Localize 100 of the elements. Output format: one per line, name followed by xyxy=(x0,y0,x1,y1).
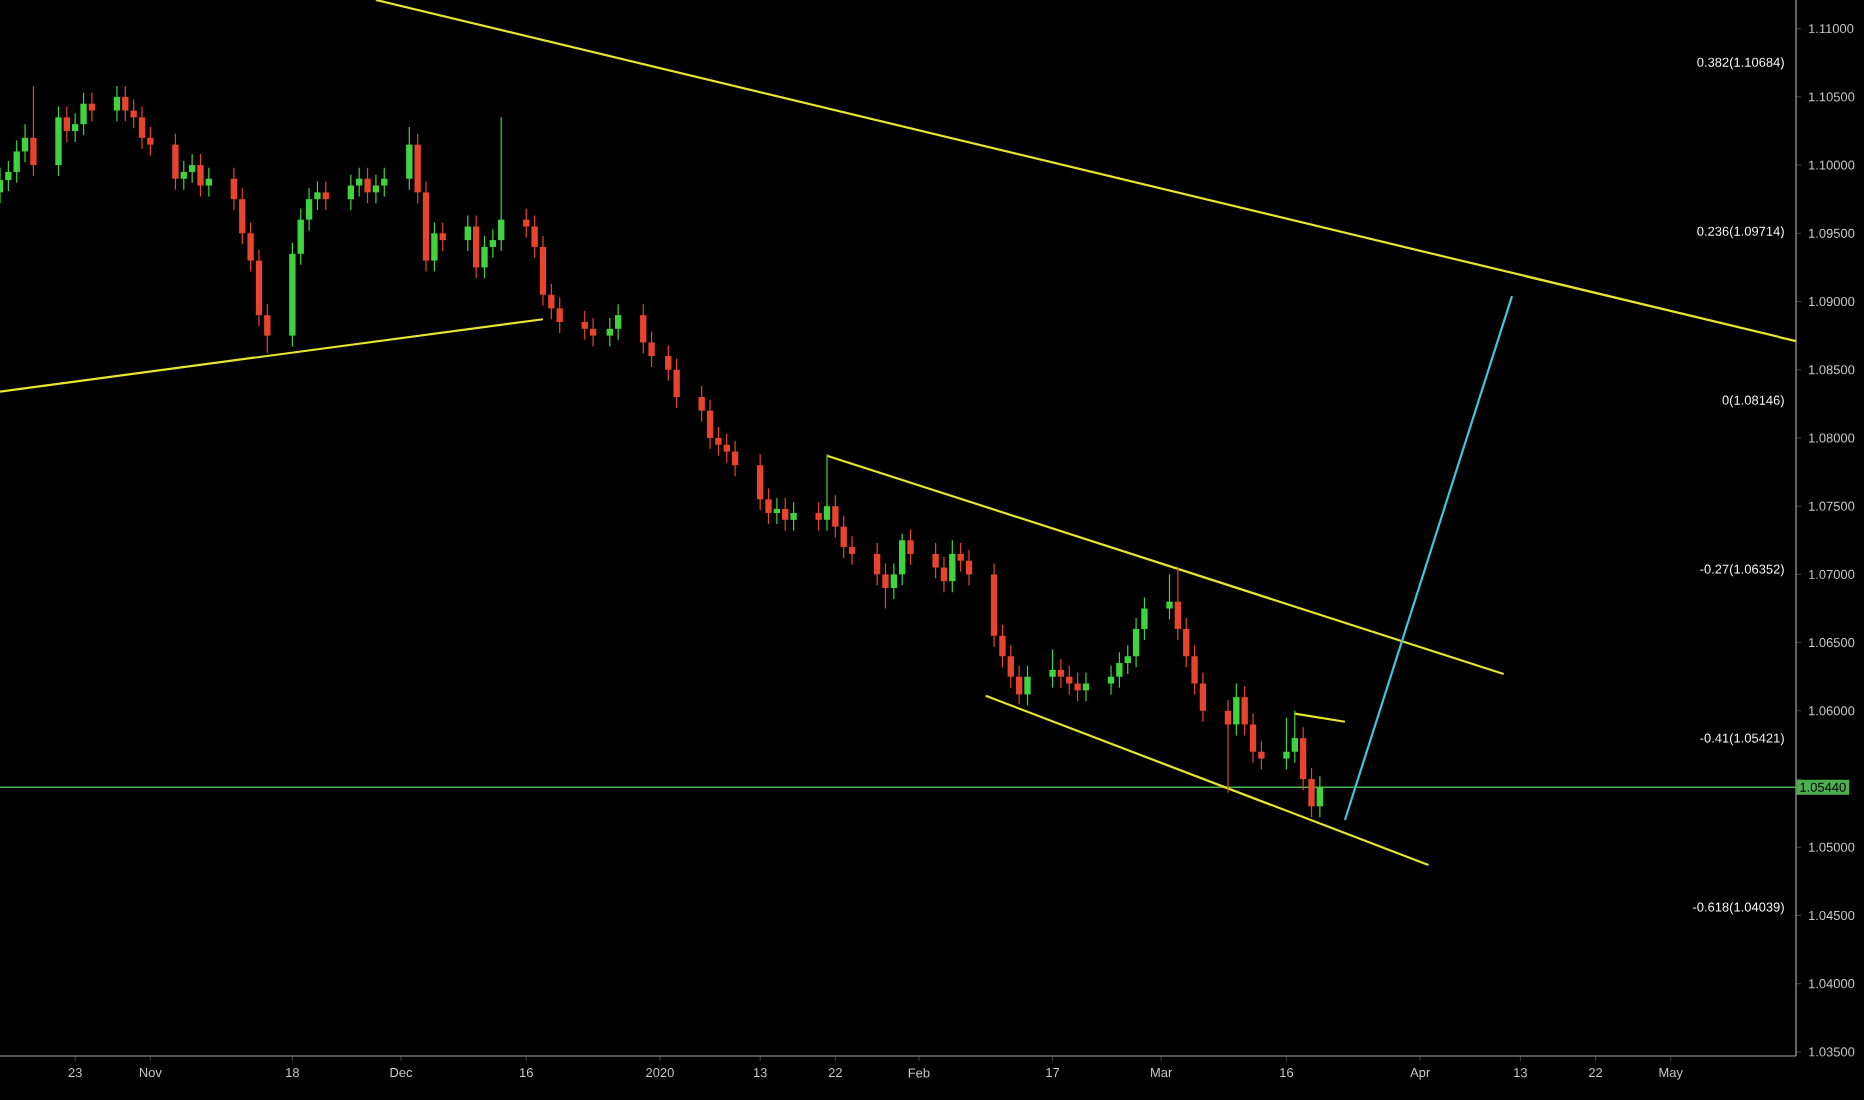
candlestick xyxy=(489,228,497,259)
candlestick xyxy=(723,433,730,464)
candlestick xyxy=(1258,740,1265,771)
candlestick xyxy=(1299,726,1307,791)
candlestick xyxy=(205,167,213,198)
candlestick xyxy=(322,180,329,211)
candlestick xyxy=(1024,665,1031,706)
candlestick xyxy=(1283,717,1290,771)
candlestick xyxy=(297,208,304,266)
candlestick xyxy=(264,303,271,354)
candlestick xyxy=(965,549,973,586)
candlestick xyxy=(122,85,129,123)
candlestick xyxy=(949,539,956,593)
candlestick xyxy=(1233,682,1240,736)
candlestick xyxy=(1316,775,1324,818)
candlestick xyxy=(55,105,62,177)
candlestick xyxy=(1074,672,1081,702)
candlestick xyxy=(832,494,839,539)
candlestick xyxy=(548,283,555,320)
candlestick xyxy=(1224,699,1232,794)
candlestick xyxy=(815,501,822,532)
candlestick xyxy=(180,160,187,191)
candlestick xyxy=(840,515,847,559)
candlestick xyxy=(1249,712,1257,764)
candlestick xyxy=(1191,644,1198,696)
candlestick xyxy=(431,221,438,273)
candlestick xyxy=(589,317,597,348)
candlestick xyxy=(1291,710,1298,764)
candlestick xyxy=(130,98,137,129)
candlestick xyxy=(614,303,622,341)
candlestick xyxy=(138,105,146,150)
candlestick xyxy=(439,221,446,252)
candlestick xyxy=(940,556,948,593)
candlestick xyxy=(481,235,488,279)
candlestick xyxy=(1166,573,1173,621)
candlestick xyxy=(5,160,12,192)
candlestick xyxy=(188,153,196,184)
candlestick xyxy=(648,330,655,368)
candlestick xyxy=(1199,672,1207,723)
candlestick xyxy=(305,187,313,232)
candlestick xyxy=(823,453,831,532)
candlestick xyxy=(765,487,772,525)
candlestick xyxy=(1007,644,1014,689)
candlestick xyxy=(239,187,246,245)
candlestick xyxy=(113,85,121,123)
candlestick xyxy=(172,133,179,191)
candlestick xyxy=(1132,617,1140,668)
candlestick xyxy=(381,167,388,198)
candlestick xyxy=(21,123,29,163)
candlestick xyxy=(581,310,588,341)
candlestick xyxy=(1015,665,1023,705)
candlestick xyxy=(706,399,714,450)
candlestick xyxy=(147,126,154,157)
candlestick xyxy=(197,153,204,198)
candlestick xyxy=(899,532,906,586)
candlestick xyxy=(698,385,705,423)
candlestick xyxy=(882,562,889,610)
candlestick xyxy=(873,542,881,586)
candlestick xyxy=(757,453,764,511)
candlestick xyxy=(1049,648,1056,689)
candlestick xyxy=(247,221,254,273)
candlestick xyxy=(13,139,20,184)
candlestick xyxy=(848,535,856,566)
candlestick xyxy=(347,174,355,211)
candlestick xyxy=(1174,566,1182,641)
candlestick xyxy=(498,116,505,252)
candlestick xyxy=(414,133,421,204)
candlestick xyxy=(72,112,79,143)
candlestick xyxy=(999,624,1006,668)
candlestick xyxy=(957,542,964,573)
candlestick xyxy=(907,528,914,566)
candlestick xyxy=(1308,767,1315,818)
candlestick xyxy=(715,426,722,457)
candlestick xyxy=(1066,665,1073,696)
candlestick xyxy=(314,180,321,211)
candlestick xyxy=(932,542,939,580)
candlestick xyxy=(63,105,70,143)
candlestick xyxy=(406,126,413,191)
candlestick xyxy=(665,344,672,382)
candlestick xyxy=(1183,617,1190,668)
candlestick xyxy=(1116,651,1123,689)
candlestick xyxy=(1241,685,1248,736)
candlestick xyxy=(464,214,471,252)
candlestick xyxy=(80,92,87,136)
candlestick xyxy=(640,303,647,354)
candlestick xyxy=(230,167,238,211)
candlestick xyxy=(531,214,538,259)
candlestick xyxy=(1057,658,1065,689)
candlestick xyxy=(1141,596,1148,641)
candlestick xyxy=(890,562,898,600)
candlestick xyxy=(606,317,613,348)
candlestick xyxy=(1107,665,1115,696)
candlestick xyxy=(30,85,37,177)
candlestick xyxy=(1124,644,1131,675)
candlestick xyxy=(364,167,371,204)
candlestick xyxy=(556,296,563,334)
candlestick xyxy=(773,497,781,525)
candlestick xyxy=(790,501,797,532)
candlestick xyxy=(472,214,480,279)
candlestick xyxy=(88,92,96,123)
